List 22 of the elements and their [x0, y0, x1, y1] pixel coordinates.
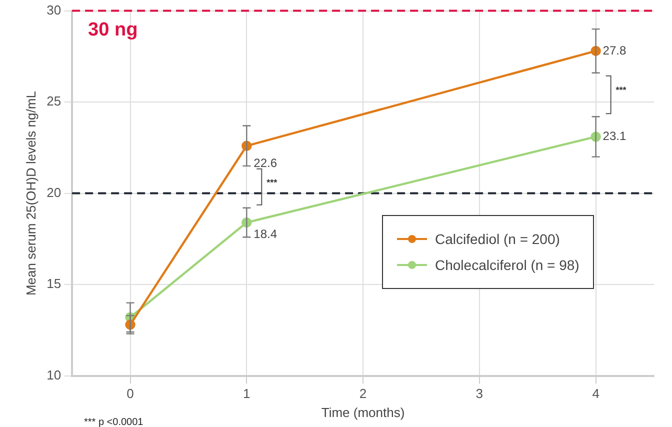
annotation: *** [266, 177, 278, 188]
x-tick-label: 4 [592, 386, 600, 402]
y-tick-label: 10 [46, 367, 62, 382]
y-tick-label: 15 [46, 276, 62, 292]
y-tick-label: 30 [46, 2, 62, 18]
data-label: 27.8 [602, 43, 626, 58]
x-tick-label: 2 [359, 386, 367, 402]
legend-label: Cholecalciferol (n = 98) [435, 256, 580, 273]
y-tick-label: 20 [46, 184, 62, 200]
data-label: 22.6 [254, 156, 278, 170]
x-tick-label: 0 [126, 386, 134, 402]
data-label: 23.1 [602, 129, 626, 144]
y-tick-label: 25 [46, 94, 62, 109]
text: *** p <0.0001 [84, 416, 144, 427]
legend-label: Calcifediol (n = 200) [435, 230, 560, 247]
annotation: *** [616, 85, 627, 96]
ref-line-label: 30 ng [88, 20, 138, 41]
x-axis-title: Time (months) [321, 404, 405, 420]
data-label: 18.4 [254, 226, 278, 241]
y-axis-title: Mean serum 25(OH)D levels ng/mL [23, 91, 38, 296]
x-tick-label: 3 [476, 386, 484, 402]
x-tick-label: 1 [243, 386, 250, 402]
